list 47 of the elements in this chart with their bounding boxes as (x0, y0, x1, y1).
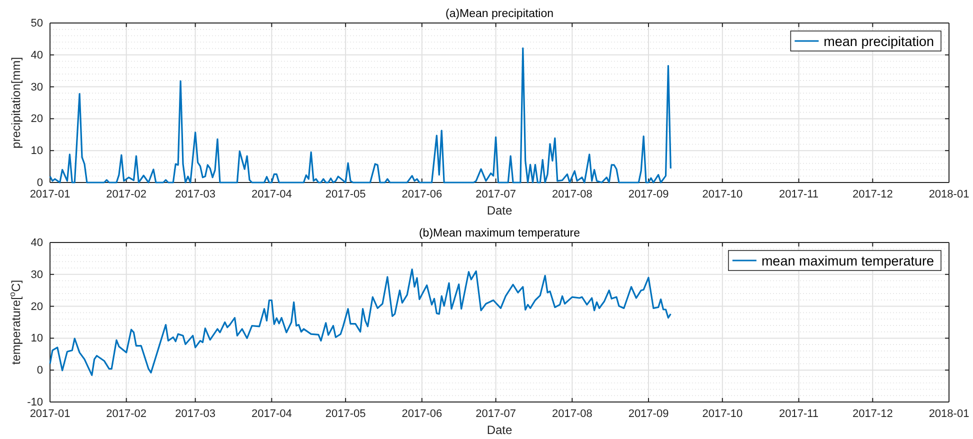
x-tick-label: 2017-01 (30, 188, 70, 200)
x-tick-label: 2017-07 (476, 408, 516, 420)
y-tick-label: 30 (30, 81, 43, 94)
line-series (49, 47, 672, 184)
x-axis-title: Date (486, 204, 512, 218)
x-axis-title: Date (486, 423, 512, 437)
x-tick-label: 2017-07 (476, 188, 516, 200)
x-tick-label: 2017-09 (628, 188, 669, 200)
y-tick-label: 20 (30, 300, 43, 313)
x-tick-label: 2017-09 (628, 408, 669, 420)
x-tick-label: 2018-01 (928, 188, 970, 200)
x-tick-label: 2017-05 (325, 188, 366, 200)
y-tick-label: -10 (27, 396, 43, 409)
x-tick-label: 2017-04 (251, 408, 292, 420)
x-tick-label: 2017-05 (325, 408, 366, 420)
x-tick-label: 2017-11 (778, 188, 819, 200)
legend-label: mean precipitation (824, 34, 934, 49)
x-tick-label: 2017-11 (778, 408, 819, 420)
x-tick-label: 2018-01 (928, 408, 970, 420)
x-tick-label: 2017-03 (175, 408, 216, 420)
chart-title: (a)Mean precipitation (445, 8, 554, 20)
y-tick-label: 40 (30, 237, 43, 250)
y-tick-label: 10 (30, 145, 43, 158)
y-tick-label: 0 (36, 364, 43, 377)
y-tick-label: 50 (30, 18, 43, 30)
x-tick-label: 2017-02 (106, 188, 147, 200)
x-tick-label: 2017-08 (552, 408, 592, 420)
x-tick-label: 2017-03 (175, 188, 216, 200)
legend-label: mean maximum temperature (761, 254, 934, 268)
x-tick-label: 2017-12 (852, 408, 893, 420)
x-tick-label: 2017-12 (852, 188, 893, 200)
y-tick-label: 10 (30, 332, 43, 345)
y-tick-label: 0 (36, 177, 43, 190)
x-tick-label: 2017-04 (251, 188, 292, 200)
y-axis-title: precipitation[mm] (9, 57, 23, 148)
x-tick-label: 2017-06 (402, 188, 442, 200)
x-tick-label: 2017-02 (106, 408, 147, 420)
y-tick-label: 20 (30, 113, 43, 126)
x-tick-label: 2017-10 (702, 408, 743, 420)
line-series (49, 268, 672, 376)
y-tick-label: 30 (30, 268, 43, 281)
chart-title: (b)Mean maximum temperature (418, 228, 580, 240)
y-tick-label: 40 (30, 49, 43, 62)
x-tick-label: 2017-06 (402, 408, 442, 420)
x-tick-label: 2017-10 (702, 188, 743, 200)
x-tick-label: 2017-01 (30, 408, 70, 420)
x-tick-label: 2017-08 (552, 188, 592, 200)
